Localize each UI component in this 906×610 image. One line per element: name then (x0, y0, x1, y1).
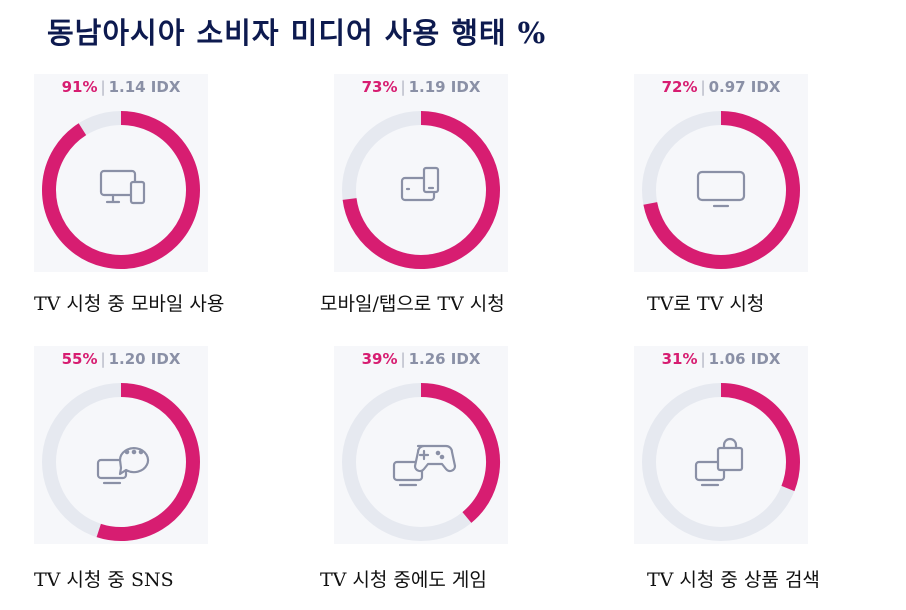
tv-icon (696, 170, 746, 208)
donut-ring (642, 111, 800, 269)
ring-value-arc (42, 111, 200, 269)
percent-value: 31% (661, 350, 698, 368)
ring-value-arc (643, 111, 800, 269)
idx-value: 1.26 IDX (408, 350, 481, 368)
tv-shopping-bag-icon (694, 437, 744, 487)
caption-shopping-while-tv: TV 시청 중 상품 검색 (645, 550, 877, 610)
stat-line: 39% | 1.26 IDX (361, 350, 481, 368)
metric-card-tv-on-mobile: 73% | 1.19 IDX (334, 74, 508, 272)
caption-sns-while-tv: TV 시청 중 SNS (32, 550, 288, 610)
idx-value: 1.06 IDX (708, 350, 781, 368)
ring-value-arc (720, 383, 800, 492)
metric-card-tv-on-tv: 72% | 0.97 IDX (634, 74, 808, 272)
idx-value: 0.97 IDX (708, 78, 781, 96)
ring-value-arc (96, 383, 200, 541)
caption-gaming-while-tv: TV 시청 중에도 게임 (318, 550, 574, 610)
donut-ring (42, 383, 200, 541)
idx-value: 1.19 IDX (408, 78, 481, 96)
percent-value: 72% (661, 78, 698, 96)
donut-ring (342, 111, 500, 269)
metric-card-sns-while-tv: 55% | 1.20 IDX (34, 346, 208, 544)
metric-card-shopping-while-tv: 31% | 1.06 IDX (634, 346, 808, 544)
metric-card-mobile-while-tv: 91% | 1.14 IDX (34, 74, 208, 272)
caption-mobile-while-tv: TV 시청 중 모바일 사용 (32, 274, 288, 334)
stat-line: 91% | 1.14 IDX (61, 78, 181, 96)
stat-line: 73% | 1.19 IDX (361, 78, 481, 96)
stat-line: 72% | 0.97 IDX (661, 78, 781, 96)
donut-ring (642, 383, 800, 541)
tv-gamepad-icon (392, 444, 457, 487)
ring-value-arc (420, 383, 500, 523)
donut-ring (342, 383, 500, 541)
percent-value: 91% (61, 78, 98, 96)
tv-chat-icon (96, 447, 150, 485)
percent-value: 73% (361, 78, 398, 96)
stat-line: 55% | 1.20 IDX (61, 350, 181, 368)
caption-tv-on-tv: TV로 TV 시청 (645, 274, 847, 334)
percent-value: 55% (61, 350, 98, 368)
stat-line: 31% | 1.06 IDX (661, 350, 781, 368)
metric-card-gaming-while-tv: 39% | 1.26 IDX (334, 346, 508, 544)
desktop-mobile-icon (99, 169, 146, 205)
idx-value: 1.14 IDX (108, 78, 181, 96)
donut-ring (42, 111, 200, 269)
percent-value: 39% (361, 350, 398, 368)
tablet-phone-icon (400, 166, 440, 202)
page-title: 동남아시아 소비자 미디어 사용 행태 % (47, 16, 547, 50)
idx-value: 1.20 IDX (108, 350, 181, 368)
caption-tv-on-mobile: 모바일/탭으로 TV 시청 (318, 274, 574, 334)
ring-value-arc (342, 111, 500, 269)
